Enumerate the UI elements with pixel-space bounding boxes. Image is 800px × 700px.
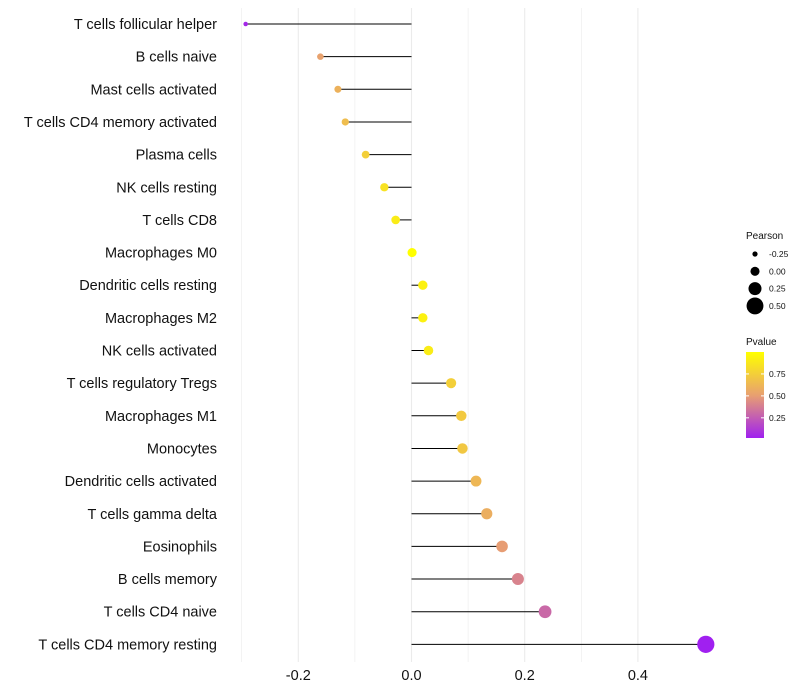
pearson-size-legend: Pearson -0.25 0.00 0.25 0.50: [746, 231, 789, 315]
lollipop-dot: [243, 21, 248, 27]
pearson-legend-label: 0.00: [769, 266, 786, 276]
pearson-legend-key: [752, 251, 758, 257]
category-label: Monocytes: [147, 441, 217, 457]
pearson-legend-key: [750, 266, 760, 276]
lollipop-dot: [317, 53, 324, 60]
lollipop-dot: [697, 635, 715, 653]
category-label: B cells memory: [118, 572, 218, 588]
lollipop-stems: [245, 23, 706, 645]
category-label: B cells naive: [136, 50, 217, 66]
category-label: T cells regulatory Tregs: [67, 376, 217, 392]
category-label: T cells CD8: [142, 213, 217, 229]
lollipop-dot: [334, 85, 342, 93]
category-label: T cells follicular helper: [74, 17, 217, 33]
lollipop-dot: [391, 215, 400, 225]
lollipop-dot: [481, 508, 493, 520]
pvalue-legend-label: 0.50: [769, 391, 786, 401]
lollipop-dots: [243, 21, 715, 653]
category-label: Macrophages M2: [105, 311, 217, 327]
pearson-legend-label: 0.25: [769, 284, 786, 294]
lollipop-dot: [457, 443, 468, 454]
lollipop-dot: [446, 378, 457, 389]
x-axis-tick-labels: -0.2 0.0 0.2 0.4: [286, 668, 648, 684]
lollipop-dot: [496, 540, 508, 553]
x-tick-label: -0.2: [286, 668, 311, 684]
lollipop-dot: [407, 248, 417, 258]
category-label: T cells gamma delta: [88, 507, 218, 523]
category-label: NK cells resting: [116, 180, 217, 196]
category-label: Dendritic cells activated: [65, 474, 217, 490]
lollipop-dot: [418, 280, 428, 290]
category-label: NK cells activated: [102, 344, 217, 360]
pvalue-colorbar: [746, 352, 764, 438]
category-labels: T cells follicular helper B cells naive Ma…: [24, 17, 218, 653]
category-label: Mast cells activated: [90, 82, 217, 98]
category-label: T cells CD4 naive: [104, 605, 217, 621]
lollipop-dot: [470, 475, 482, 487]
pvalue-legend-label: 0.75: [769, 369, 786, 379]
x-tick-label: 0.4: [628, 668, 648, 684]
lollipop-dot: [456, 410, 467, 422]
category-label: Macrophages M1: [105, 409, 217, 425]
category-label: Dendritic cells resting: [79, 278, 217, 294]
lollipop-dot: [511, 573, 524, 586]
pearson-legend-key: [746, 297, 764, 315]
pearson-legend-label: -0.25: [769, 249, 789, 259]
lollipop-dot: [538, 605, 552, 619]
lollipop-dot: [380, 183, 389, 192]
lollipop-dot: [423, 345, 434, 356]
lollipop-dot: [341, 118, 349, 126]
grid-lines: [241, 8, 639, 662]
category-label: T cells CD4 memory activated: [24, 115, 217, 131]
pvalue-color-legend: Pvalue 0.75 0.50 0.25: [746, 337, 786, 438]
lollipop-dot: [361, 150, 370, 159]
pvalue-legend-label: 0.25: [769, 413, 786, 423]
category-label: T cells CD4 memory resting: [38, 637, 217, 653]
category-label: Macrophages M0: [105, 246, 217, 262]
x-tick-label: 0.0: [401, 668, 421, 684]
pearson-legend-title: Pearson: [746, 231, 783, 242]
pearson-legend-label: 0.50: [769, 301, 786, 311]
lollipop-dot: [418, 313, 428, 323]
category-label: Plasma cells: [136, 148, 217, 164]
category-label: Eosinophils: [143, 539, 217, 555]
pearson-legend-key: [748, 282, 762, 296]
pvalue-legend-title: Pvalue: [746, 337, 777, 348]
x-tick-label: 0.2: [515, 668, 535, 684]
